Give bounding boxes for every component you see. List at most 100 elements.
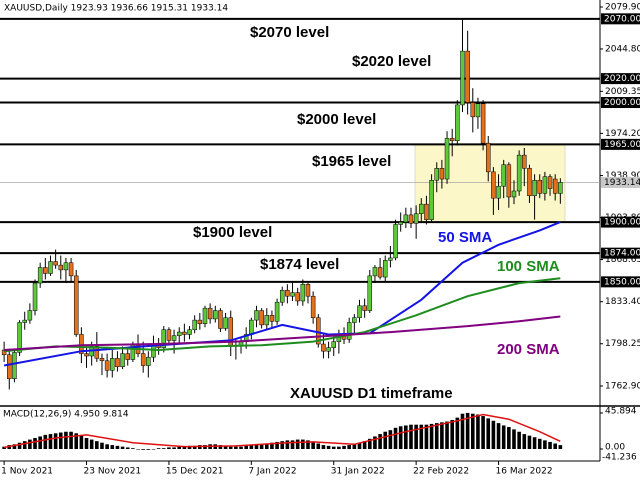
x-tick-label: 16 Mar 2022 [496,467,553,477]
macd-bar [100,442,104,449]
macd-bar [450,419,454,449]
macd-bar [527,435,532,449]
candle-body [192,319,197,330]
level-annotation: $2020 level [352,53,431,70]
macd-bar [301,439,305,449]
macd-bar [259,444,264,449]
macd-y-tick-label: 0.00 [605,443,625,453]
macd-bar [409,424,413,449]
macd-signal-line [3,413,561,449]
macd-bar [33,438,37,449]
candle-body [346,322,352,340]
candle-body [249,319,254,335]
candle-body [537,179,542,194]
macd-bar [43,434,48,449]
candle-body [223,317,228,329]
chart-annotation: XAUUSD D1 timeframe [290,385,453,402]
candle-body [532,179,537,197]
candle-body [393,224,398,259]
level-price-box [601,276,640,288]
level-price-label: 1965.00 [604,140,640,150]
y-tick-label: 2079.90 [605,2,640,12]
macd-bar [548,441,552,449]
macd-bar [64,431,68,449]
candle-body [310,295,316,318]
candle-body [197,319,203,324]
level-price-box [601,216,640,228]
level-price-label: 1874.00 [604,249,640,259]
x-tick-label: 1 Nov 2021 [1,467,53,477]
macd-bar [79,435,84,449]
candle-body [285,289,290,297]
macd-bar [136,449,140,450]
chart-title: XAUUSD,Daily 1923.93 1936.66 1915.31 193… [4,4,228,14]
macd-bar [192,445,197,449]
macd-bar [115,445,120,449]
macd-bar [486,418,491,449]
macd-bar [172,447,176,449]
macd-bar [110,445,115,449]
candle-body [352,317,357,323]
candle-body [511,190,517,198]
level-price-label: 2000.00 [604,98,640,108]
candle-body [403,214,409,223]
sma-label: 100 SMA [497,258,560,275]
candle-body [480,103,486,144]
candle-body [161,329,167,348]
candle-body [295,292,300,302]
macd-bar [12,444,17,449]
candle-body [424,203,429,220]
macd-bar [285,440,290,449]
candle-body [331,341,336,348]
macd-bar [491,420,496,449]
macd-bar [429,423,434,449]
sma-label: 50 SMA [438,229,492,246]
candle-body [470,102,476,118]
macd-bar [295,439,300,449]
candle-body [7,354,12,379]
candle-body [166,329,172,341]
macd-bar [367,438,372,449]
x-tick-label: 31 Jan 2022 [331,467,385,477]
candle-body [290,292,295,297]
candle-body [362,305,367,311]
candle-body [444,138,450,180]
candle-body [522,154,527,169]
level-price-label: 1850.00 [604,277,640,287]
macd-bar [537,438,542,449]
candle-body [110,358,115,371]
macd-bar [239,446,243,449]
candle-body [207,307,213,320]
candle-body [382,260,388,278]
candle-body [316,317,321,345]
candle-body [115,358,120,367]
candle-body [125,353,130,360]
macd-bar [362,441,367,449]
macd-bar [522,434,527,449]
candle-body [68,262,74,277]
candle-body [434,168,439,181]
candle-body [496,185,501,199]
macd-bar [95,441,99,449]
macd-bar [218,445,223,449]
macd-bar [419,424,424,449]
y-tick-label: 1762.90 [605,381,640,391]
candle-body [32,282,38,311]
x-tick-label: 15 Dec 2021 [166,467,224,477]
candle-body [367,275,373,311]
candle-body [491,171,496,199]
macd-bar [507,427,511,449]
candle-body [84,353,89,357]
macd-bar [481,416,485,449]
candle-body [485,142,491,173]
macd-bar [187,445,192,449]
candle-body [43,267,48,274]
macd-bar [177,446,182,449]
macd-bar [316,443,321,449]
macd-min-label: -41.236 [602,453,637,463]
macd-bar [244,445,248,449]
macd-bar [38,436,42,449]
y-tick-label: 1974.20 [605,129,640,139]
macd-bar [249,445,254,449]
